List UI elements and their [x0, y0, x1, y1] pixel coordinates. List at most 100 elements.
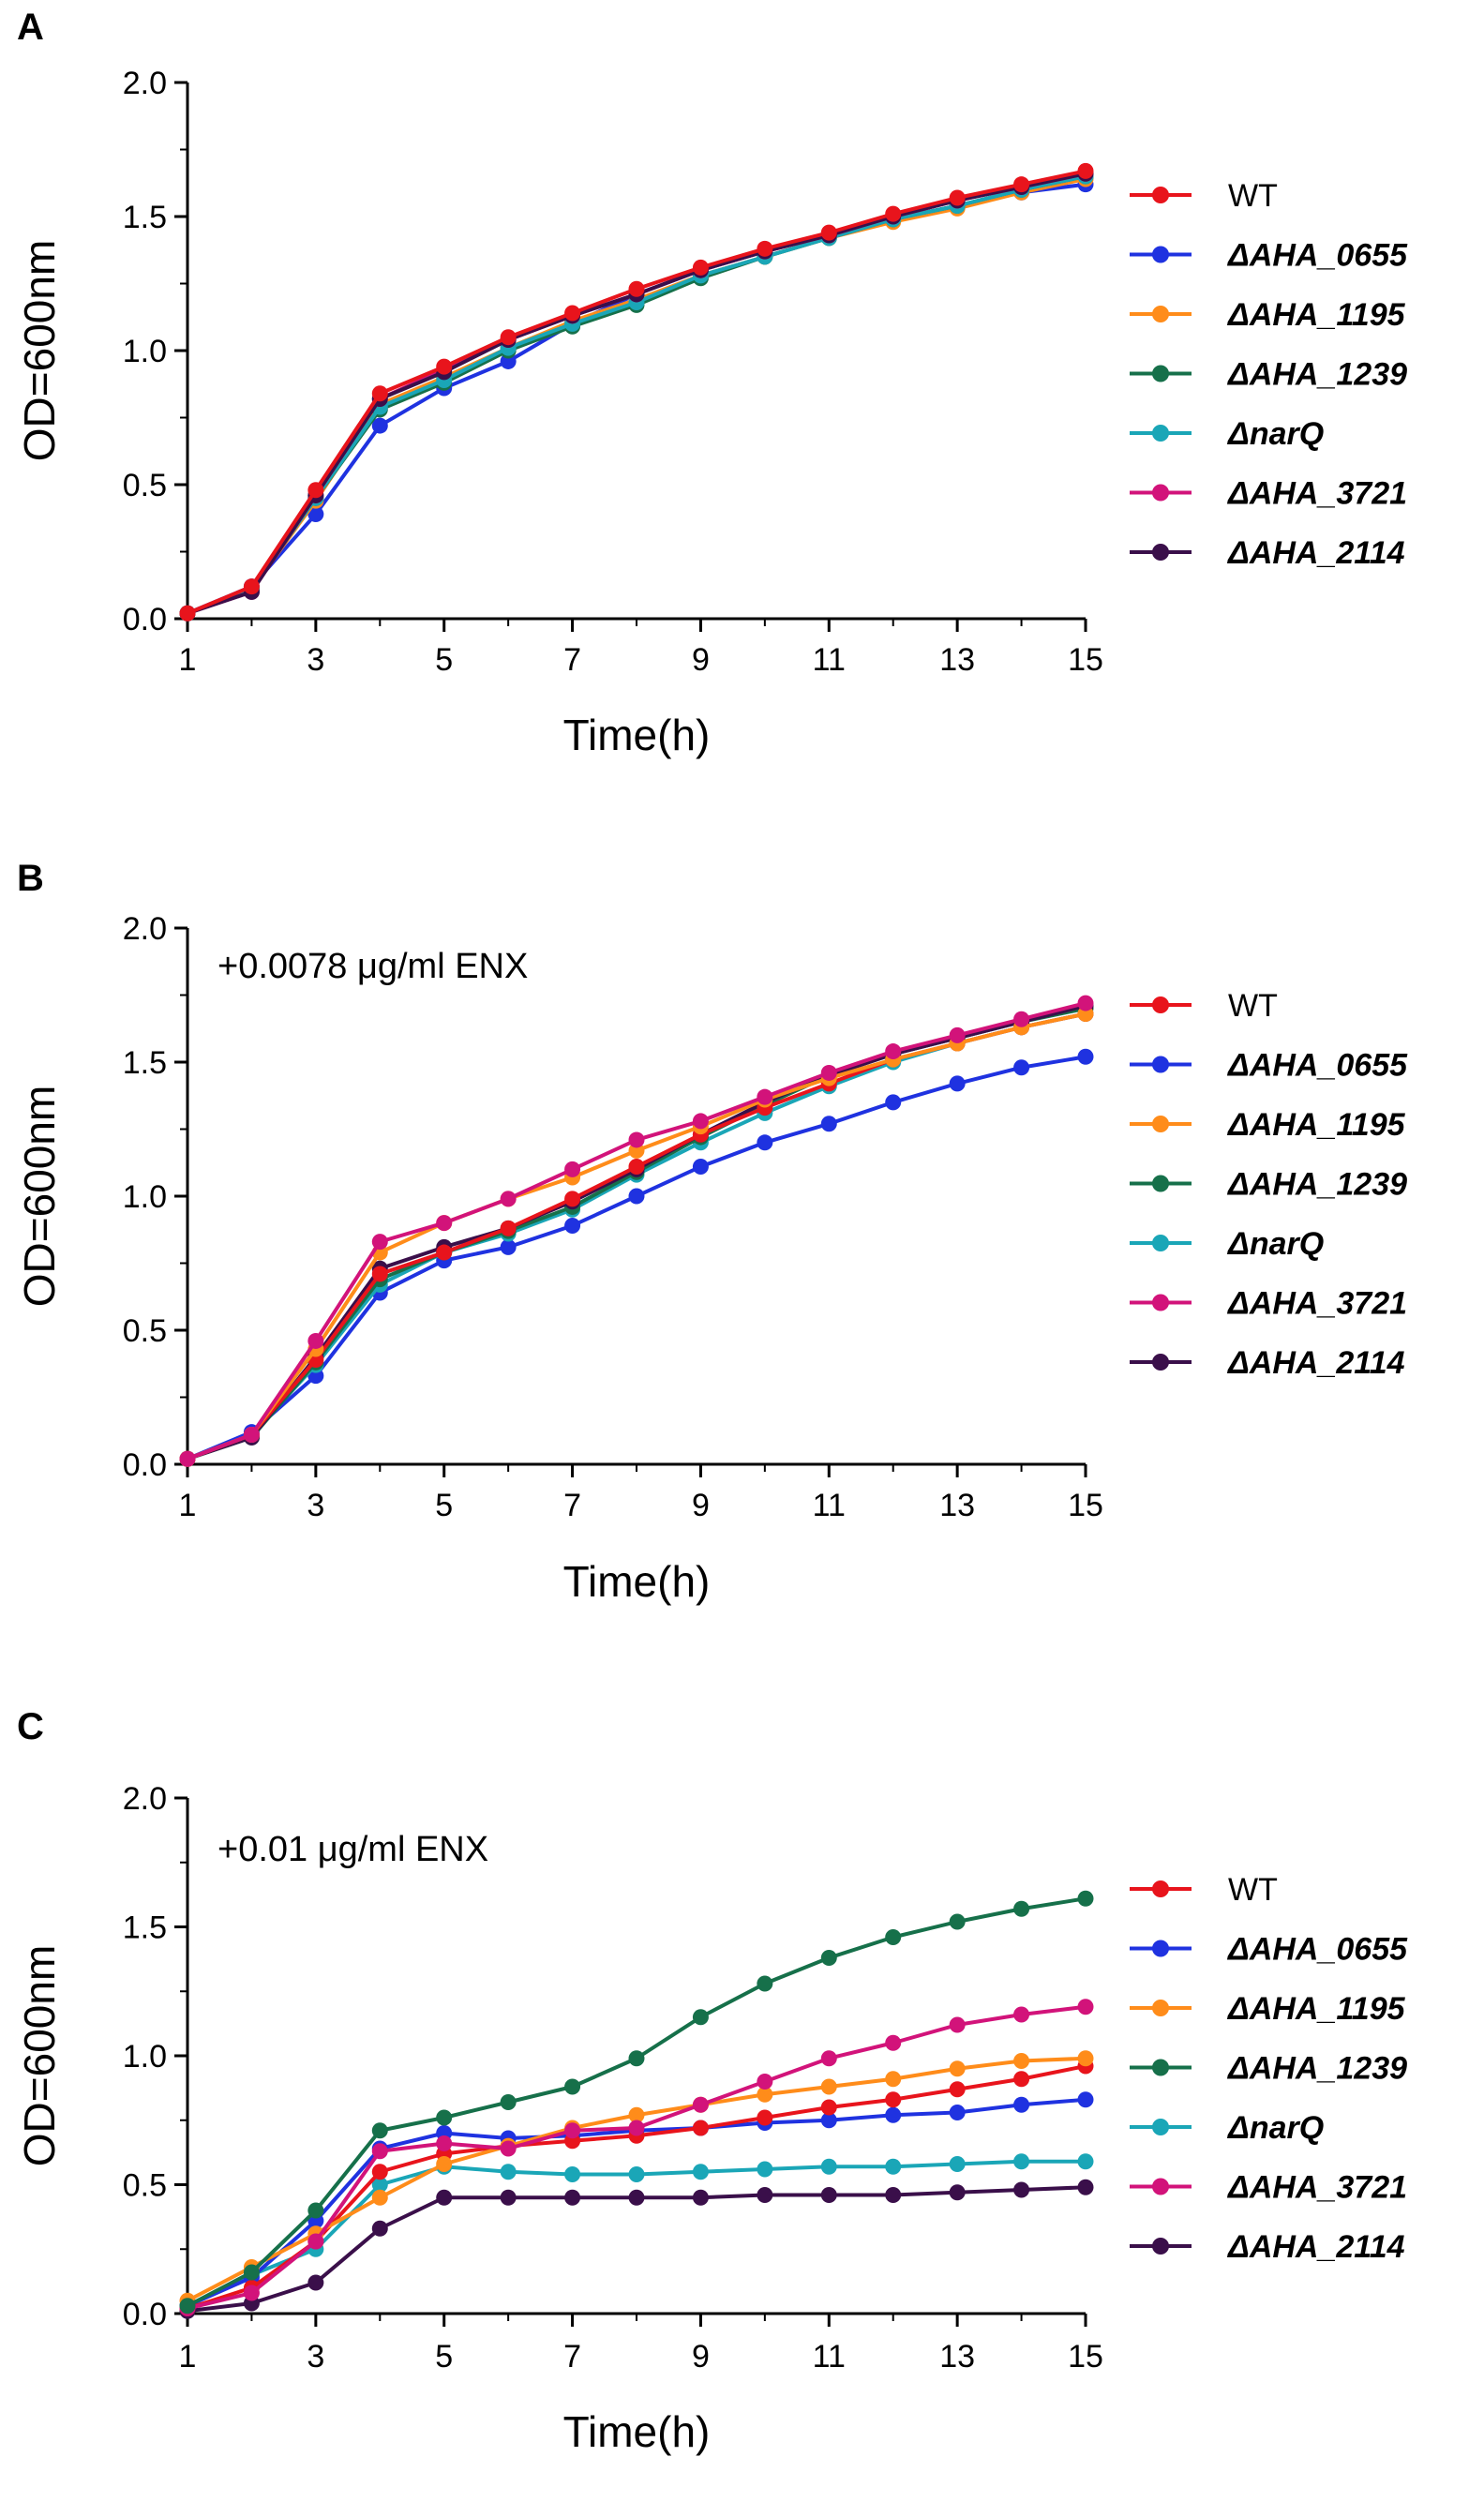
legend-swatch-marker — [1152, 1235, 1169, 1251]
data-point — [820, 1116, 837, 1132]
data-point — [243, 2285, 260, 2301]
x-tick-label: 5 — [435, 1488, 453, 1523]
series-line — [187, 2064, 1087, 2311]
data-point — [1013, 2053, 1030, 2069]
data-point — [885, 2091, 902, 2108]
legend-label: WT — [1228, 988, 1278, 1024]
series-line — [187, 172, 1087, 616]
series-delta-aha-1239 — [179, 1000, 1094, 1467]
legend-item-delta-aha-1195: ΔAHA_1195 — [1130, 1991, 1406, 2027]
data-point — [1013, 2096, 1030, 2113]
data-point — [564, 2166, 581, 2182]
series-delta-aha-3721 — [179, 995, 1094, 1467]
series-line — [187, 174, 1087, 616]
data-point — [885, 2158, 902, 2175]
x-axis-title: Time(h) — [563, 2407, 711, 2456]
data-point — [371, 1234, 388, 1251]
data-point — [757, 2074, 773, 2090]
x-tick-label: 3 — [307, 642, 324, 678]
legend-swatch-marker — [1152, 1056, 1169, 1073]
series-delta-narq — [179, 1006, 1094, 1467]
data-point — [757, 1975, 773, 1992]
legend-label: ΔAHA_1239 — [1226, 1167, 1407, 1203]
legend-swatch-marker — [1152, 2178, 1169, 2195]
series-line — [187, 172, 1087, 616]
legend-swatch-marker — [1152, 2059, 1169, 2076]
x-tick-label: 9 — [692, 642, 710, 678]
legend-item-delta-aha-0655: ΔAHA_0655 — [1130, 238, 1408, 274]
x-tick-label: 11 — [813, 2339, 846, 2375]
legend: WT ΔAHA_0655 ΔAHA_1195 ΔAHA_1239 ΔnarQ ΔAHA_3… — [1130, 1872, 1408, 2265]
x-tick-label: 1 — [179, 2339, 197, 2375]
data-point — [820, 2187, 837, 2203]
legend-label: ΔAHA_3721 — [1226, 476, 1407, 512]
data-point — [436, 2189, 453, 2206]
data-point — [820, 224, 837, 241]
series-delta-aha-2114 — [179, 165, 1094, 622]
legend-item-wt: WT — [1130, 178, 1278, 214]
y-axis-title: OD=600nm — [15, 1086, 64, 1308]
data-point — [371, 2189, 388, 2206]
x-tick-label: 15 — [1068, 642, 1103, 678]
y-tick-label: 0.0 — [123, 602, 167, 637]
y-tick-label: 0.0 — [123, 1447, 167, 1483]
x-tick-label: 3 — [307, 2339, 324, 2375]
legend-item-delta-narq: ΔnarQ — [1130, 416, 1324, 452]
data-point — [1013, 1900, 1030, 1917]
data-point — [371, 2143, 388, 2160]
data-point — [564, 1217, 581, 1234]
legend-item-delta-aha-2114: ΔAHA_2114 — [1130, 535, 1405, 571]
x-tick-label: 3 — [307, 1488, 324, 1523]
data-point — [628, 2189, 645, 2206]
chart-panel-a: A0.00.51.01.52.01 3 5 7 9 11 13 15Time(h)OD=600… — [15, 7, 1408, 759]
legend-swatch-marker — [1152, 246, 1169, 263]
data-point — [628, 2050, 645, 2067]
legend-label: ΔAHA_1239 — [1226, 357, 1407, 393]
y-tick-label: 1.5 — [123, 1045, 167, 1081]
data-point — [307, 2233, 324, 2250]
y-tick-label: 0.5 — [123, 2168, 167, 2204]
data-point — [436, 1244, 453, 1261]
legend-item-delta-aha-1195: ΔAHA_1195 — [1130, 1107, 1406, 1143]
legend-swatch-marker — [1152, 365, 1169, 382]
data-point — [1077, 2153, 1094, 2170]
legend-item-delta-aha-3721: ΔAHA_3721 — [1130, 2170, 1407, 2206]
legend-item-delta-aha-3721: ΔAHA_3721 — [1130, 476, 1407, 512]
data-point — [885, 2187, 902, 2203]
data-point — [820, 2112, 837, 2129]
data-point — [243, 2264, 260, 2281]
series-line — [187, 177, 1087, 616]
data-point — [820, 2050, 837, 2067]
legend-label: ΔAHA_0655 — [1226, 1048, 1408, 1084]
legend-label: ΔnarQ — [1226, 416, 1324, 452]
series-delta-aha-1239 — [179, 168, 1094, 622]
x-tick-label: 7 — [563, 642, 581, 678]
x-tick-label: 9 — [692, 1488, 710, 1523]
data-point — [371, 2164, 388, 2180]
legend-label: WT — [1228, 178, 1278, 214]
data-point — [692, 2009, 709, 2026]
data-point — [1013, 1011, 1030, 1027]
y-tick-label: 2.0 — [123, 911, 167, 947]
legend-item-delta-narq: ΔnarQ — [1130, 1226, 1324, 1262]
data-point — [692, 259, 709, 276]
series-wt — [179, 162, 1094, 622]
data-point — [628, 1159, 645, 1176]
data-point — [692, 2120, 709, 2136]
data-point — [885, 1043, 902, 1060]
data-point — [179, 1450, 196, 1467]
legend-label: ΔAHA_0655 — [1226, 1932, 1408, 1968]
data-point — [371, 2122, 388, 2139]
data-point — [1077, 1048, 1094, 1065]
legend-swatch-marker — [1152, 2119, 1169, 2135]
data-point — [757, 240, 773, 257]
legend-label: ΔAHA_1239 — [1226, 2051, 1407, 2087]
x-tick-label: 15 — [1068, 2339, 1103, 2375]
legend-item-delta-aha-2114: ΔAHA_2114 — [1130, 1345, 1405, 1381]
data-point — [820, 1950, 837, 1966]
legend-swatch-marker — [1152, 1294, 1169, 1311]
data-point — [307, 2274, 324, 2291]
data-point — [500, 1191, 517, 1207]
data-point — [949, 1026, 966, 1043]
